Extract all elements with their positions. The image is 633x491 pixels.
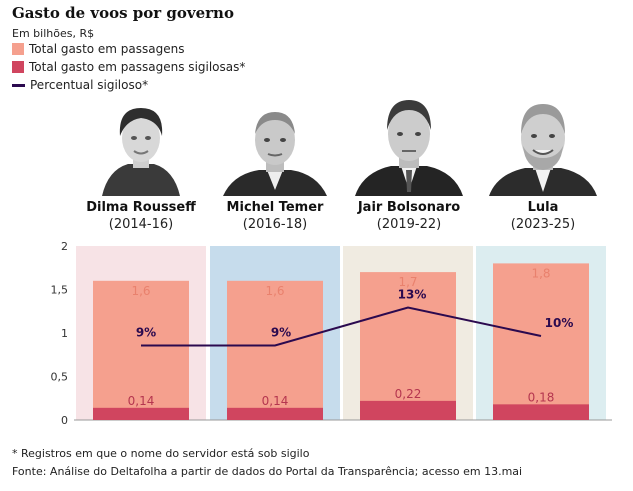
- president-name: Jair Bolsonaro: [357, 200, 461, 215]
- bar-total: [227, 280, 323, 420]
- line-percentual: [141, 306, 542, 347]
- data-label-total: 1,8: [531, 266, 550, 280]
- president-term: (2014-16): [108, 217, 174, 232]
- data-label-total: 1,6: [131, 284, 150, 298]
- bar-total: [93, 280, 189, 420]
- y-tick-label: 1,5: [51, 284, 69, 297]
- data-label-percentual: 9%: [136, 326, 156, 340]
- bar-sigilosas: [93, 407, 189, 420]
- president-header-temer: Michel Temer (2016-18): [190, 98, 360, 232]
- chart-title: Gasto de voos por governo: [12, 4, 234, 22]
- portrait-icon: [487, 96, 599, 196]
- data-label-total: 1,7: [398, 275, 417, 289]
- president-header-lula: Lula (2023-25): [458, 96, 628, 232]
- bar-chart: 0 0,5 1 1,5 2 1,6 0,14 1,6 0,14 1,7 0,22 1,8 0,18 9%…: [51, 240, 612, 427]
- legend-swatch-total: [12, 43, 24, 55]
- data-label-total: 1,6: [265, 284, 284, 298]
- chart-unit: Em bilhões, R$: [12, 27, 95, 40]
- legend-item-percentual: Percentual sigiloso*: [12, 78, 148, 92]
- legend-swatch-sigilosas: [12, 61, 24, 73]
- y-tick-label: 0: [61, 414, 68, 427]
- bar-sigilosas: [493, 404, 589, 420]
- bar-total: [493, 263, 589, 420]
- president-name: Michel Temer: [226, 200, 324, 215]
- president-term: (2016-18): [242, 217, 308, 232]
- legend-label-sigilosas: Total gasto em passagens sigilosas*: [29, 60, 246, 74]
- president-term: (2019-22): [376, 217, 442, 232]
- data-label-sigilosas: 0,18: [528, 390, 555, 404]
- portrait-icon: [98, 98, 184, 196]
- source-note: Fonte: Análise do Deltafolha a partir de…: [12, 465, 523, 478]
- bar-sigilosas: [227, 407, 323, 420]
- data-label-sigilosas: 0,14: [262, 394, 289, 408]
- legend-item-sigilosas: Total gasto em passagens sigilosas*: [12, 60, 245, 74]
- data-label-percentual: 10%: [545, 316, 574, 330]
- president-name: Lula: [527, 200, 559, 215]
- legend-label-total: Total gasto em passagens: [29, 42, 185, 56]
- y-tick-label: 2: [61, 240, 68, 253]
- portrait-icon: [219, 98, 331, 196]
- president-header-bolsonaro: Jair Bolsonaro (2019-22): [324, 94, 494, 232]
- legend-item-total: Total gasto em passagens: [12, 42, 185, 56]
- portrait-icon: [353, 94, 465, 196]
- footnote: * Registros em que o nome do servidor es…: [12, 447, 310, 460]
- y-tick-label: 0,5: [51, 371, 69, 384]
- bar-total: [360, 272, 456, 420]
- legend-line-percentual: [12, 83, 25, 87]
- data-label-percentual: 13%: [398, 288, 427, 302]
- president-header-dilma: Dilma Rousseff (2014-16): [56, 98, 226, 232]
- president-term: (2023-25): [510, 217, 576, 232]
- president-name: Dilma Rousseff: [86, 200, 196, 215]
- data-label-sigilosas: 0,22: [395, 387, 422, 401]
- bar-sigilosas: [360, 400, 456, 420]
- data-label-percentual: 9%: [271, 326, 291, 340]
- data-label-sigilosas: 0,14: [128, 394, 155, 408]
- legend-label-percentual: Percentual sigiloso*: [30, 78, 149, 92]
- y-tick-label: 1: [61, 327, 68, 340]
